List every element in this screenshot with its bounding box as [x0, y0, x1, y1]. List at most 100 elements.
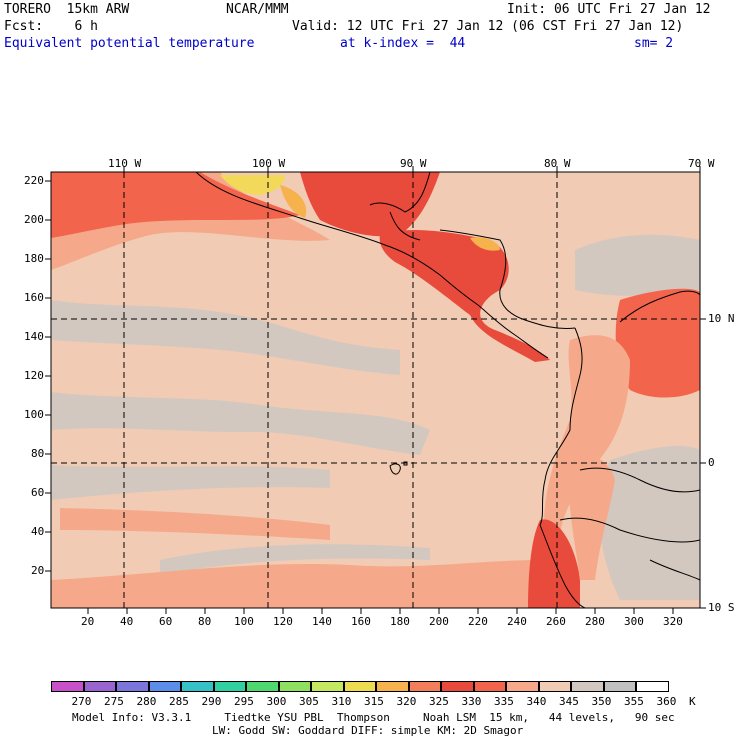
- field-grey-east: [599, 445, 700, 600]
- coast-mexico: [195, 172, 549, 359]
- legend-label: 355: [624, 695, 644, 708]
- field-salmon-andes: [544, 335, 630, 540]
- x-tick-280: 280: [585, 615, 605, 628]
- x-tick-260: 260: [546, 615, 566, 628]
- field-grey-band-1: [51, 300, 400, 375]
- x-tick-100: 100: [234, 615, 254, 628]
- coast-gulf: [369, 172, 431, 213]
- x-tick-300: 300: [624, 615, 644, 628]
- coast-caribbean: [439, 229, 576, 329]
- field-red-nw: [51, 172, 300, 238]
- legend-label: 315: [364, 695, 384, 708]
- y-tick-140: 140: [24, 330, 44, 343]
- legend-swatch: [181, 681, 214, 692]
- legend-swatch: [473, 681, 506, 692]
- y-tick-60: 60: [31, 486, 45, 499]
- y-tick-100: 100: [24, 408, 44, 421]
- valid-time: Valid: 12 UTC Fri 27 Jan 12 (06 CST Fri …: [292, 19, 684, 34]
- map-field: [51, 172, 700, 608]
- y-tick-20: 20: [31, 564, 45, 577]
- y-tick-200: 200: [24, 213, 44, 226]
- field-yellow-mexico: [220, 175, 285, 195]
- field-red-peru: [528, 519, 580, 608]
- legend-swatch: [636, 681, 669, 692]
- lon-label-110w: 110 W: [108, 157, 142, 170]
- legend-swatch: [376, 681, 409, 692]
- axis-ticks: [45, 166, 706, 614]
- field-orange-honduras: [470, 237, 500, 251]
- x-tick-40: 40: [120, 615, 134, 628]
- x-tick-220: 220: [468, 615, 488, 628]
- y-tick-120: 120: [24, 369, 44, 382]
- coastlines: [195, 172, 700, 608]
- border-colombia-ecuador: [579, 467, 700, 493]
- legend-label: K: [689, 695, 696, 708]
- legend-swatch: [116, 681, 149, 692]
- legend-label: 290: [201, 695, 222, 708]
- legend-label: 300: [266, 695, 287, 708]
- y-tick-160: 160: [24, 291, 44, 304]
- border-peru-brazil: [649, 559, 700, 581]
- legend-label: 270: [71, 695, 92, 708]
- galapagos: [389, 461, 408, 475]
- y-tick-180: 180: [24, 252, 44, 265]
- legend-label: 305: [299, 695, 319, 708]
- legend-swatch: [148, 681, 181, 692]
- legend-swatch: [538, 681, 571, 692]
- x-tick-20: 20: [81, 615, 95, 628]
- y-tick-220: 220: [24, 174, 44, 187]
- border-guatemala: [389, 211, 421, 241]
- field-orange-mexico: [280, 185, 307, 218]
- field-grey-east-2: [575, 234, 700, 296]
- legend-swatch: [213, 681, 246, 692]
- x-tick-140: 140: [312, 615, 332, 628]
- lat-label-10n: 10 N: [708, 312, 735, 325]
- y-tick-80: 80: [31, 447, 45, 460]
- lon-label-70w: 70 W: [688, 157, 715, 170]
- legend-swatch: [51, 681, 84, 692]
- field-name: Equivalent potential temperature: [4, 36, 255, 51]
- field-grey-band-2: [51, 392, 430, 455]
- x-tick-240: 240: [507, 615, 527, 628]
- legend-label: 275: [104, 695, 124, 708]
- field-salmon-mid: [60, 508, 330, 540]
- x-tick-120: 120: [273, 615, 293, 628]
- legend-label: 320: [396, 695, 417, 708]
- legend-label: 295: [234, 695, 254, 708]
- legend-swatch: [571, 681, 604, 692]
- legend-label: 310: [331, 695, 352, 708]
- center-label: NCAR/MMM: [226, 2, 289, 17]
- legend-swatch: [246, 681, 279, 692]
- field-red-mexico: [300, 172, 440, 237]
- x-tick-60: 60: [159, 615, 173, 628]
- lon-label-100w: 100 W: [252, 157, 286, 170]
- legend-swatch: [603, 681, 636, 692]
- field-salmon-south: [51, 560, 540, 608]
- lat-label-0: 0: [708, 456, 715, 469]
- field-grey-band-3: [51, 465, 330, 500]
- coast-venezuela: [619, 290, 700, 323]
- lat-label-10s: 10 S: [708, 601, 735, 614]
- legend-label: 330: [461, 695, 482, 708]
- x-tick-200: 200: [429, 615, 449, 628]
- x-tick-80: 80: [198, 615, 212, 628]
- field-grey-band-4: [160, 544, 430, 575]
- legend-label: 345: [559, 695, 579, 708]
- model-title: TORERO 15km ARW: [4, 2, 130, 17]
- legend-swatch: [441, 681, 474, 692]
- forecast-hour: Fcst: 6 h: [4, 19, 98, 34]
- border-ecuador-peru: [559, 517, 700, 543]
- model-info: Model Info: V3.3.1 Tiedtke YSU PBL Thomp…: [72, 711, 675, 724]
- legend-swatch: [343, 681, 376, 692]
- legend-label: 360: [656, 695, 677, 708]
- x-tick-160: 160: [351, 615, 371, 628]
- legend-label: 285: [169, 695, 189, 708]
- map-border: [50, 171, 701, 609]
- coast-colombia-pacific: [539, 327, 583, 526]
- level-label: at k-index = 44: [340, 36, 466, 51]
- physics-info: LW: Godd SW: Goddard DIFF: simple KM: 2D…: [212, 724, 524, 737]
- legend-swatch: [311, 681, 344, 692]
- y-tick-40: 40: [31, 525, 45, 538]
- x-tick-180: 180: [390, 615, 410, 628]
